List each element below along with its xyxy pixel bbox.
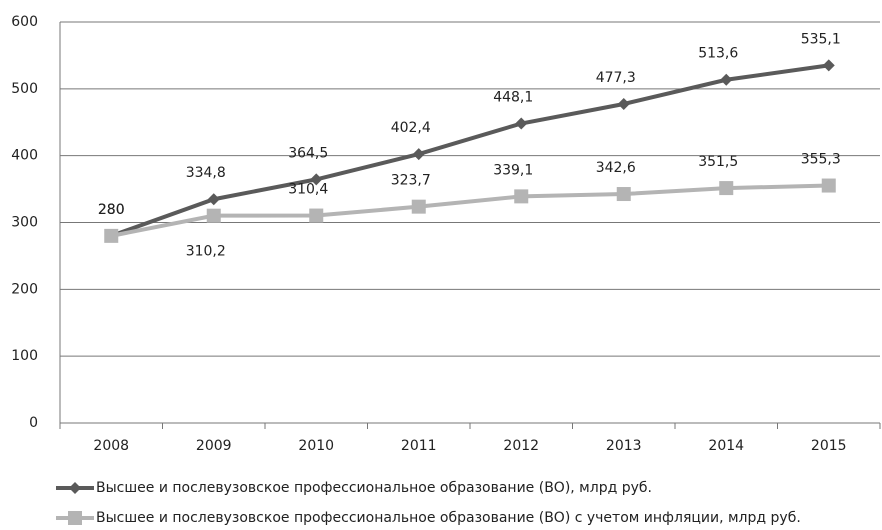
data-label: 334,8 bbox=[186, 165, 226, 181]
point bbox=[412, 148, 425, 161]
x-tick-label: 2010 bbox=[298, 438, 334, 454]
x-tick-label: 2013 bbox=[606, 438, 642, 454]
y-tick-label: 600 bbox=[11, 14, 38, 30]
series-line bbox=[110, 63, 830, 238]
point bbox=[719, 181, 734, 196]
legend-marker bbox=[68, 511, 82, 525]
point bbox=[309, 208, 324, 223]
data-label: 342,6 bbox=[596, 160, 636, 176]
data-label: 364,5 bbox=[288, 145, 328, 161]
point bbox=[617, 98, 630, 111]
y-tick-label: 0 bbox=[29, 415, 38, 431]
point bbox=[514, 189, 529, 204]
x-tick-label: 2015 bbox=[811, 438, 847, 454]
y-tick-label: 300 bbox=[11, 215, 38, 231]
point bbox=[822, 59, 835, 72]
point bbox=[310, 173, 323, 186]
x-tick-label: 2009 bbox=[196, 438, 232, 454]
y-tick-label: 100 bbox=[11, 348, 38, 364]
point bbox=[207, 193, 220, 206]
data-label: 310,4 bbox=[288, 182, 328, 198]
data-label: 535,1 bbox=[801, 31, 841, 47]
x-tick-label: 2012 bbox=[503, 438, 539, 454]
data-label: 402,4 bbox=[391, 120, 431, 136]
data-label: 355,3 bbox=[801, 152, 841, 168]
x-tick-label: 2014 bbox=[708, 438, 744, 454]
data-label: 323,7 bbox=[391, 173, 431, 189]
y-tick-label: 200 bbox=[11, 281, 38, 297]
point bbox=[720, 73, 733, 86]
data-label: 513,6 bbox=[698, 46, 738, 62]
data-label: 477,3 bbox=[596, 70, 636, 86]
data-label: 339,1 bbox=[493, 162, 533, 178]
point bbox=[616, 187, 631, 202]
legend-marker bbox=[69, 482, 81, 494]
data-label: 448,1 bbox=[493, 90, 533, 106]
point bbox=[411, 199, 426, 214]
point bbox=[104, 228, 119, 243]
x-tick-label: 2008 bbox=[93, 438, 129, 454]
legend-label: Высшее и послевузовское профессиональное… bbox=[96, 510, 801, 526]
x-tick-label: 2011 bbox=[401, 438, 437, 454]
y-tick-label: 500 bbox=[11, 81, 38, 97]
y-tick-label: 400 bbox=[11, 148, 38, 164]
data-label: 280 bbox=[98, 202, 125, 218]
data-label: 310,2 bbox=[186, 244, 226, 260]
point bbox=[206, 208, 221, 223]
point bbox=[821, 178, 836, 193]
data-label: 351,5 bbox=[698, 154, 738, 170]
data-label: 280 bbox=[98, 202, 125, 218]
legend-label: Высшее и послевузовское профессиональное… bbox=[96, 480, 652, 496]
point bbox=[515, 117, 528, 130]
series-line bbox=[110, 183, 829, 238]
